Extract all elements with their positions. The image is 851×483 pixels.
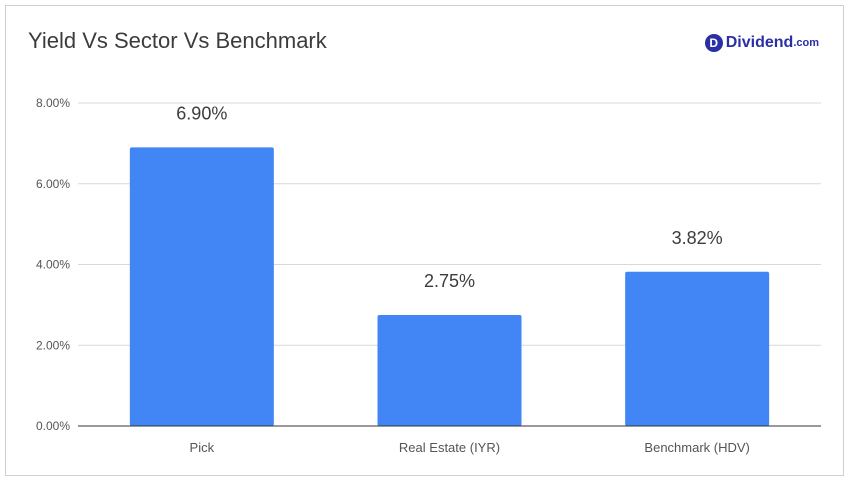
chart-title: Yield Vs Sector Vs Benchmark	[28, 28, 327, 53]
brand-logo: D Dividend .com	[704, 34, 819, 52]
brand-tld: .com	[793, 37, 819, 49]
y-tick-label: 8.00%	[36, 96, 70, 110]
data-label: 3.82%	[672, 228, 723, 248]
brand-name: Dividend	[725, 34, 794, 51]
data-label: 6.90%	[176, 103, 227, 123]
y-tick-label: 2.00%	[36, 338, 70, 352]
y-tick-label: 0.00%	[36, 419, 70, 433]
x-tick-label: Pick	[190, 440, 215, 455]
x-tick-label: Benchmark (HDV)	[644, 440, 749, 455]
brand-badge-icon: D	[704, 34, 723, 52]
bar	[625, 271, 770, 426]
bar	[129, 147, 274, 426]
bar	[377, 314, 522, 426]
x-tick-label: Real Estate (IYR)	[399, 440, 500, 455]
y-tick-label: 6.00%	[36, 177, 70, 191]
y-tick-label: 4.00%	[36, 258, 70, 272]
data-label: 2.75%	[424, 271, 475, 291]
